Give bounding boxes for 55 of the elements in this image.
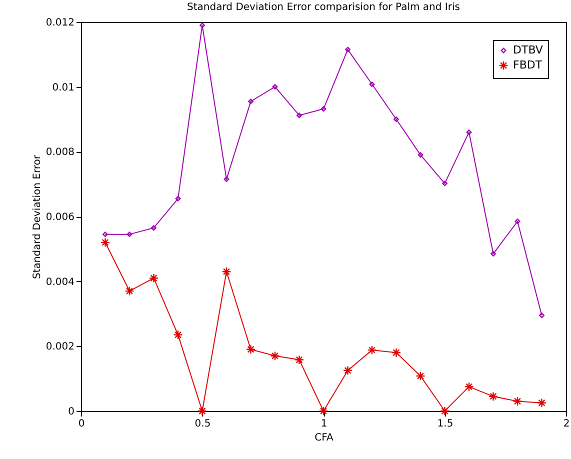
point xyxy=(418,152,424,158)
point xyxy=(124,286,134,296)
point xyxy=(224,176,230,182)
point xyxy=(342,366,353,376)
point xyxy=(102,232,108,238)
point xyxy=(296,112,302,118)
point xyxy=(270,351,280,361)
point xyxy=(246,344,256,354)
point xyxy=(294,355,304,365)
y-tick-label: 0.006 xyxy=(46,212,74,223)
point xyxy=(100,238,110,248)
chart-title: Standard Deviation Error comparision for Palm and Iris xyxy=(187,2,460,13)
point xyxy=(151,225,156,231)
legend-label: DTBV xyxy=(513,44,544,56)
point xyxy=(197,406,208,416)
point xyxy=(416,371,426,381)
y-tick-label: 0.008 xyxy=(46,147,74,158)
point xyxy=(248,98,254,104)
legend-label: FBDT xyxy=(513,58,542,72)
x-tick-label: 0 xyxy=(78,418,85,430)
point xyxy=(345,46,350,52)
point xyxy=(464,382,474,392)
point xyxy=(466,129,472,135)
y-tick-label: 0.004 xyxy=(46,276,74,288)
y-axis-title: Standard Deviation Error xyxy=(32,154,43,280)
point xyxy=(394,116,399,122)
y-tick-label: 0 xyxy=(68,406,74,418)
point xyxy=(512,396,522,406)
y-tick-label: 0.012 xyxy=(46,18,74,28)
x-tick-label: 1.5 xyxy=(437,418,454,430)
point xyxy=(369,82,375,87)
point xyxy=(490,251,496,256)
x-tick-label: 2 xyxy=(563,418,570,430)
point xyxy=(539,312,544,318)
point xyxy=(442,180,448,186)
y-tick-label: 0.01 xyxy=(52,82,74,94)
point xyxy=(318,406,328,416)
point xyxy=(536,398,547,408)
y-tick-label: 0.002 xyxy=(46,342,74,353)
point xyxy=(175,196,181,202)
point xyxy=(200,22,205,28)
point xyxy=(514,218,520,224)
point xyxy=(488,392,498,402)
point xyxy=(391,348,402,358)
x-axis-title: CFA xyxy=(314,432,334,444)
point xyxy=(320,106,326,112)
x-tick-label: 1 xyxy=(320,418,328,430)
point xyxy=(173,330,183,340)
point xyxy=(126,232,132,238)
point xyxy=(440,406,450,416)
point xyxy=(367,345,377,355)
point xyxy=(148,273,159,283)
point xyxy=(272,84,278,90)
point xyxy=(222,266,232,276)
x-tick-label: 0.5 xyxy=(194,418,211,430)
